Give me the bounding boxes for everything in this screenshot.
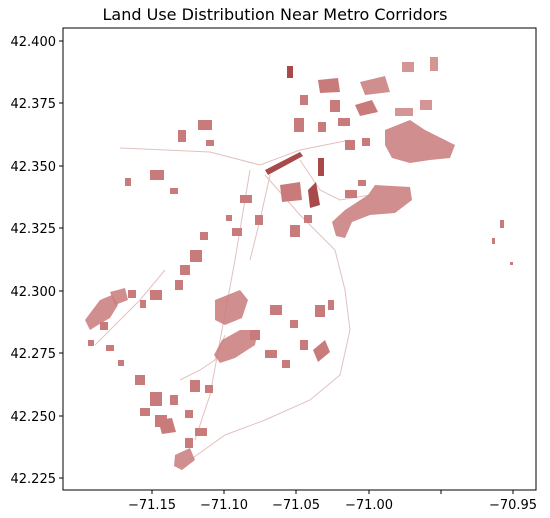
x-tick-label: −71.15 bbox=[128, 498, 176, 513]
y-tick-label: 42.325 bbox=[11, 222, 57, 237]
y-axis-labels: 42.400 42.375 42.350 42.325 42.300 42.27… bbox=[11, 35, 57, 487]
x-tick-label: −71.10 bbox=[200, 498, 248, 513]
y-tick-label: 42.400 bbox=[11, 35, 57, 50]
y-tick-label: 42.250 bbox=[11, 410, 57, 425]
x-tick-label: −71.00 bbox=[345, 498, 393, 513]
x-axis-labels: −71.15 −71.10 −71.05 −71.00 −70.95 bbox=[128, 498, 537, 513]
y-tick-label: 42.275 bbox=[11, 347, 57, 362]
y-tick-label: 42.300 bbox=[11, 285, 57, 300]
land-use-parcels bbox=[85, 57, 513, 470]
map-title: Land Use Distribution Near Metro Corrido… bbox=[102, 5, 448, 24]
axes-frame bbox=[62, 27, 537, 491]
x-tick-label: −70.95 bbox=[489, 498, 537, 513]
y-tick-label: 42.225 bbox=[11, 472, 57, 487]
axis-ticks bbox=[59, 40, 514, 494]
y-tick-label: 42.350 bbox=[11, 160, 57, 175]
y-tick-label: 42.375 bbox=[11, 97, 57, 112]
x-tick-label: −71.05 bbox=[272, 498, 320, 513]
